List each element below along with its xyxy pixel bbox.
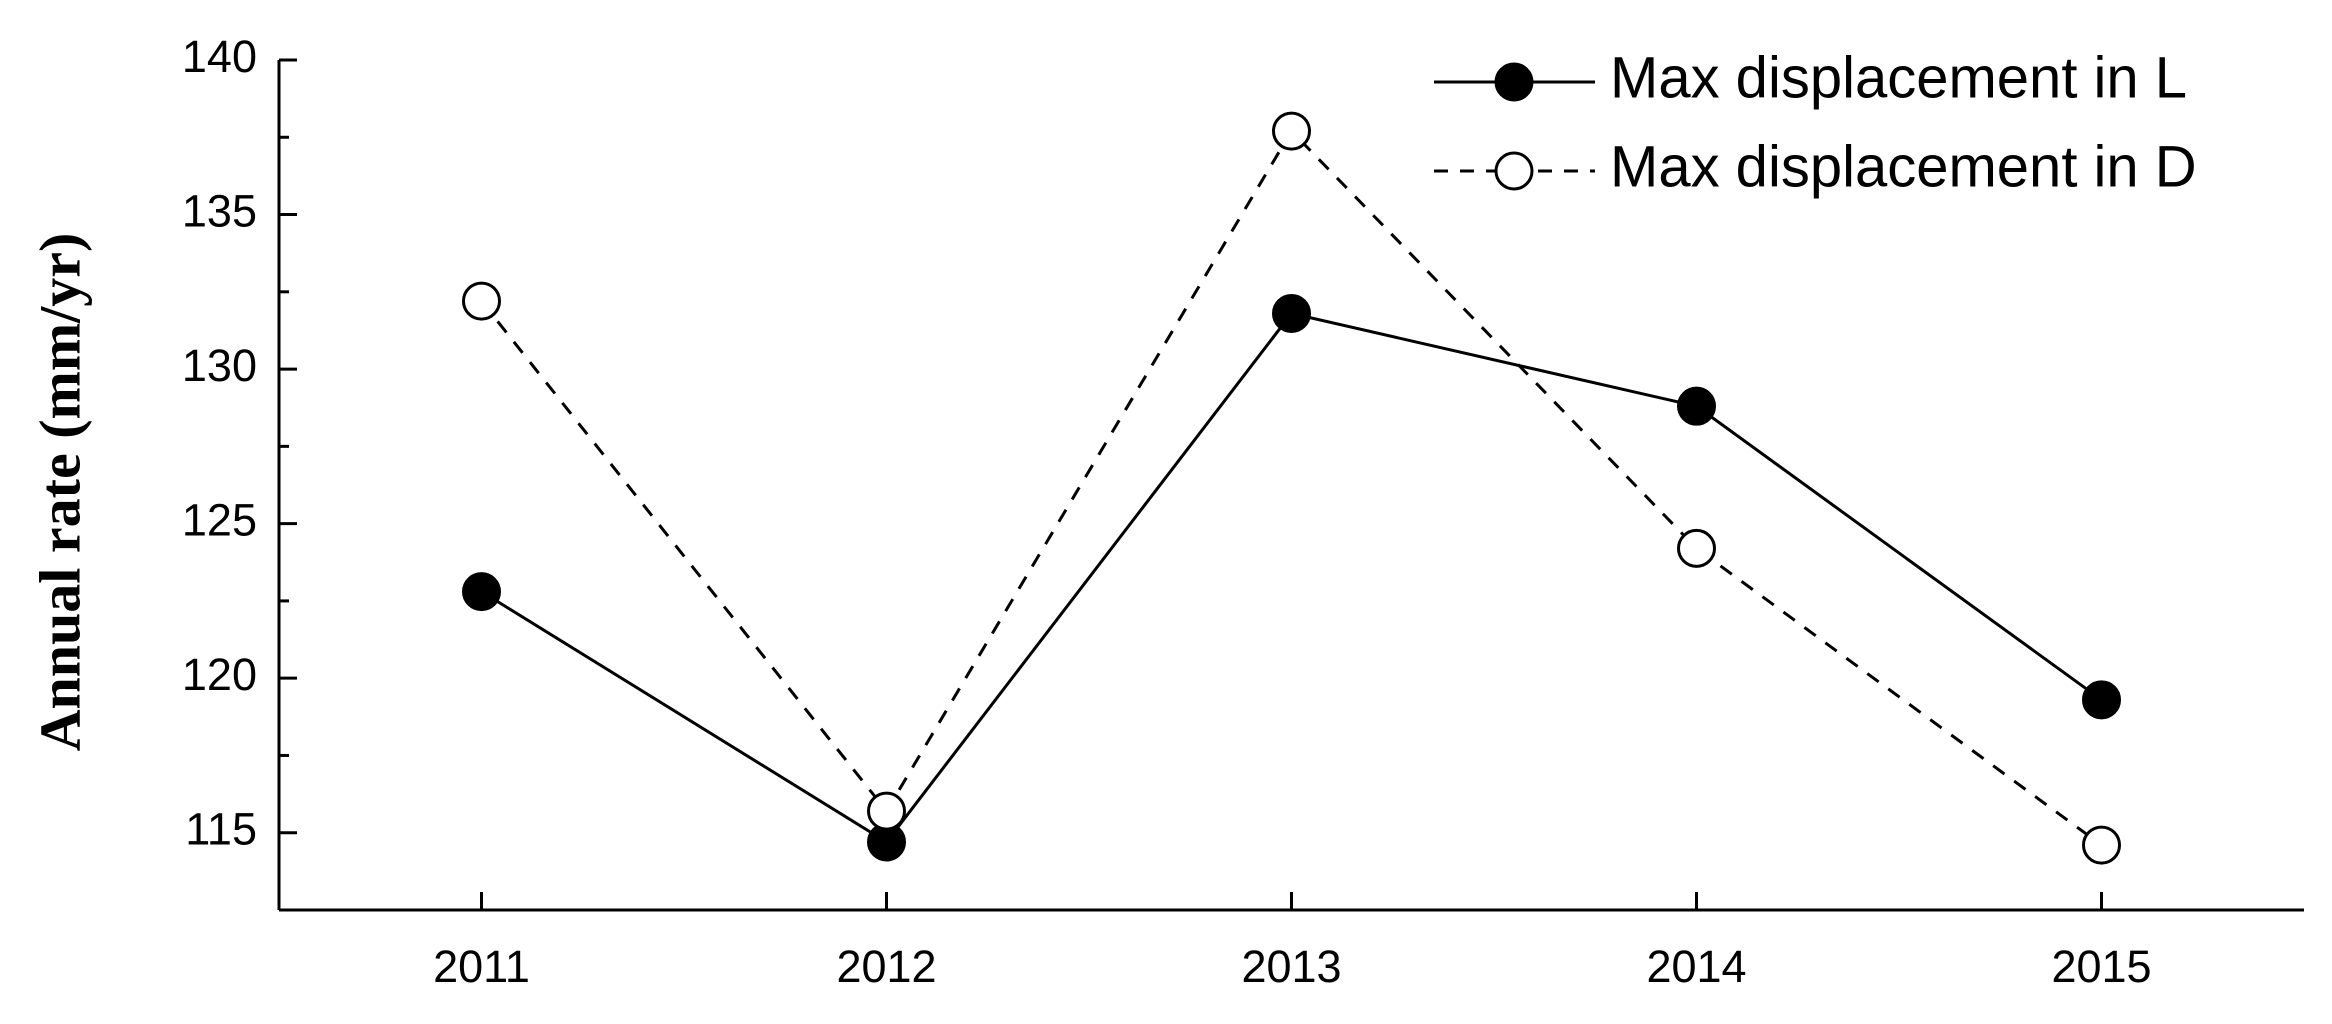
marker: [2082, 680, 2121, 720]
series-line: [480, 311, 2103, 844]
y-tick-label: 140: [182, 31, 257, 82]
legend-marker: [1494, 151, 1534, 191]
x-tick-label: 2015: [2051, 941, 2151, 992]
y-tick-label: 130: [182, 340, 257, 391]
y-tick-label: 115: [185, 804, 257, 855]
marker: [462, 572, 501, 612]
y-tick-label: 125: [182, 495, 257, 546]
y-tick-label: 120: [182, 649, 257, 700]
marker: [2082, 825, 2121, 865]
series-line: [480, 128, 2103, 847]
x-tick-label: 2014: [1646, 941, 1746, 992]
marker: [1677, 386, 1716, 426]
legend-label: Max displacement in D: [1610, 134, 2197, 199]
marker: [1677, 528, 1716, 568]
marker: [1272, 111, 1311, 151]
x-tick-label: 2011: [433, 941, 530, 992]
y-axis-label: Annual rate (mm/yr): [27, 233, 92, 752]
marker: [1272, 293, 1311, 333]
legend-marker: [1494, 62, 1534, 102]
x-tick-label: 2013: [1241, 941, 1341, 992]
marker: [462, 281, 501, 321]
x-tick-label: 2012: [836, 941, 936, 992]
legend-label: Max displacement in L: [1610, 45, 2187, 110]
y-tick-label: 135: [182, 185, 257, 236]
marker: [867, 791, 906, 831]
